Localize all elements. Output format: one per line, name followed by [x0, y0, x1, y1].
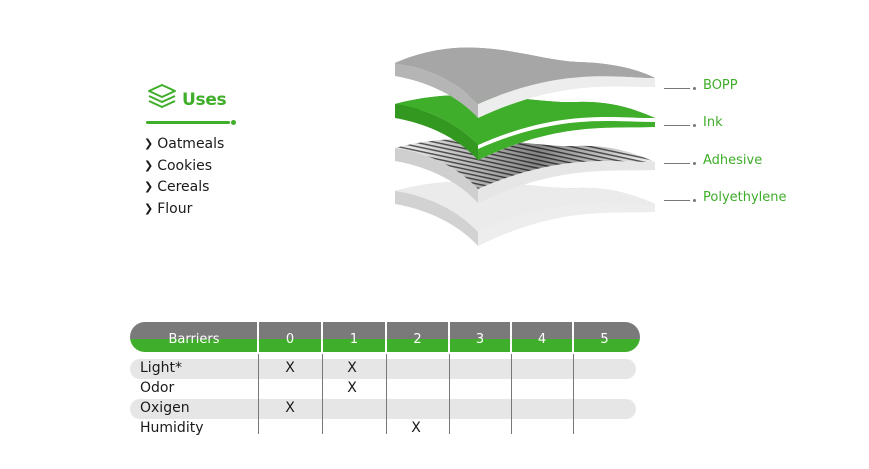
row-band	[130, 399, 636, 419]
header-level-3: 3	[475, 332, 485, 347]
uses-underline-dot	[231, 120, 236, 125]
header-divider	[572, 322, 574, 352]
chevron-right-icon: ❯	[144, 201, 154, 215]
uses-header: Uses	[144, 82, 244, 114]
grid-line	[573, 354, 574, 434]
header-level-5: 5	[600, 332, 609, 347]
layer-ink	[395, 95, 655, 160]
uses-title: Uses	[182, 90, 227, 110]
leader-dot-ink	[693, 124, 696, 127]
uses-underline	[146, 121, 230, 124]
uses-item: ❯ Cookies	[144, 157, 213, 174]
chevron-right-icon: ❯	[144, 137, 154, 150]
leader-dot-bopp	[693, 87, 696, 90]
row-band	[130, 359, 636, 379]
label-adhesive: Adhesive	[703, 153, 763, 168]
row-label-oxigen: Oxigen	[140, 400, 190, 416]
leader-line-polyethylene	[664, 200, 690, 201]
header-level-1: 1	[349, 332, 359, 347]
mark: X	[285, 360, 295, 376]
header-divider	[321, 322, 323, 352]
uses-item: ❯ Oatmeals	[144, 136, 225, 152]
layer-polyethylene	[395, 181, 655, 246]
row-label-odor: Odor	[140, 380, 175, 396]
mark: X	[285, 400, 295, 416]
grid-line	[449, 354, 450, 434]
header-divider	[448, 322, 450, 352]
grid-line	[511, 354, 512, 434]
label-bopp: BOPP	[703, 78, 738, 93]
uses-item: ❯ Cereals	[144, 179, 210, 195]
leader-line-adhesive	[664, 163, 690, 164]
chevron-right-icon: ❯	[144, 180, 154, 193]
row-label-humidity: Humidity	[140, 420, 204, 436]
uses-list: ❯ Oatmeals ❯ Cookies ❯ Cereals ❯ Flour	[144, 134, 224, 220]
mark: X	[347, 360, 357, 376]
header-divider	[257, 322, 259, 352]
leader-line-ink	[664, 125, 690, 126]
mark: X	[411, 420, 421, 436]
header-divider	[385, 322, 387, 352]
layer-bopp	[395, 47, 655, 118]
chevron-right-icon: ❯	[144, 158, 154, 172]
uses-item: ❯ Flour	[144, 200, 193, 217]
grid-line	[322, 354, 323, 434]
leader-dot-polyethylene	[693, 199, 696, 202]
header-level-4: 4	[537, 332, 547, 347]
header-divider	[510, 322, 512, 352]
grid-line	[386, 354, 387, 434]
leader-line-bopp	[664, 88, 690, 89]
label-ink: Ink	[703, 115, 723, 130]
layer-adhesive	[395, 139, 655, 203]
header-barriers: Barriers	[168, 332, 220, 347]
mark: X	[347, 380, 357, 396]
layers-icon	[148, 84, 176, 108]
uses-panel: Uses ❯ Oatmeals ❯ Cookies ❯ Cereals ❯ Flour	[144, 82, 244, 217]
row-label-light: Light*	[140, 360, 182, 376]
header-level-0: 0	[285, 332, 295, 347]
header-level-2: 2	[413, 332, 422, 347]
grid-line	[258, 354, 259, 434]
leader-dot-adhesive	[693, 162, 696, 165]
label-polyethylene: Polyethylene	[703, 190, 787, 205]
